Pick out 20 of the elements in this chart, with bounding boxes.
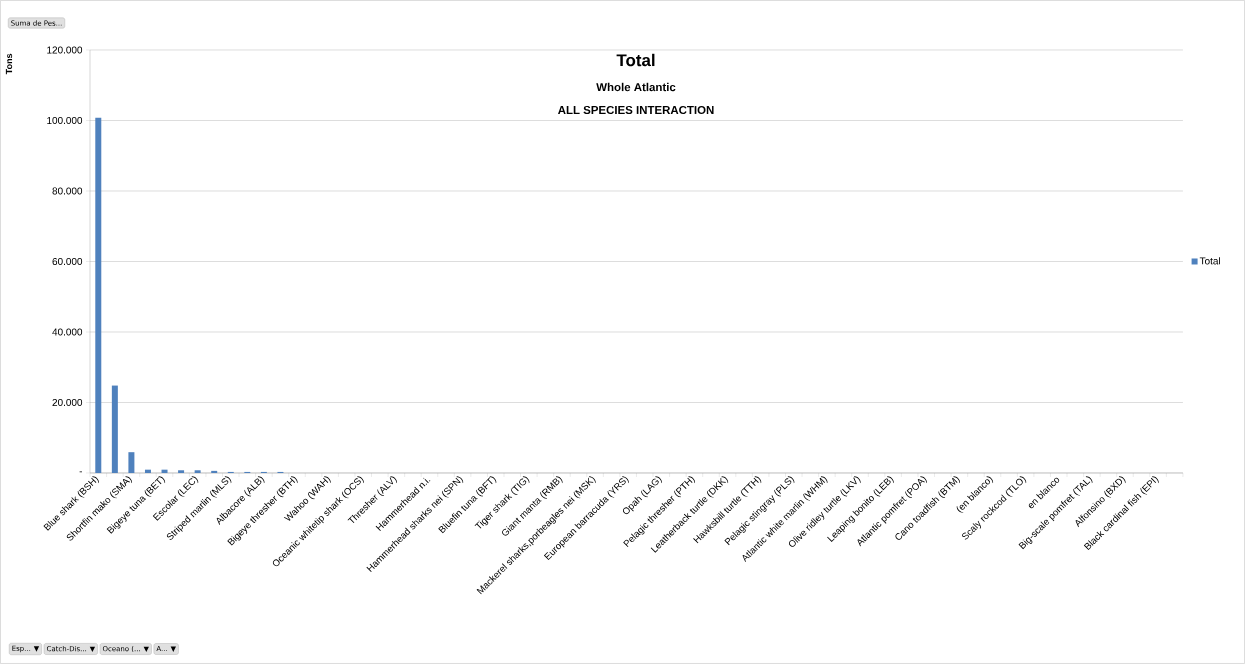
y-tick-label: 40.000 bbox=[52, 328, 83, 336]
bar bbox=[95, 117, 102, 473]
annotation: ALL SPECIES INTERACTION bbox=[557, 105, 714, 115]
y-axis-title: Tons bbox=[5, 53, 13, 75]
bar bbox=[111, 385, 118, 473]
bar bbox=[178, 470, 185, 473]
bar bbox=[211, 470, 218, 473]
y-tick-label: 120.000 bbox=[47, 46, 83, 54]
chart-title: Total bbox=[616, 53, 655, 67]
y-tick-label: 20.000 bbox=[52, 398, 83, 407]
bar bbox=[144, 469, 151, 473]
bar bbox=[128, 452, 135, 473]
legend-label: Total bbox=[1199, 257, 1220, 265]
bar bbox=[161, 469, 168, 473]
y-tick-label: 80.000 bbox=[52, 187, 83, 195]
y-tick-label: 60.000 bbox=[52, 257, 83, 266]
bar bbox=[194, 470, 201, 473]
y-tick-label: - bbox=[79, 471, 83, 473]
text: Whole Atlantic bbox=[596, 82, 676, 92]
y-tick-label: 100.000 bbox=[47, 116, 83, 125]
